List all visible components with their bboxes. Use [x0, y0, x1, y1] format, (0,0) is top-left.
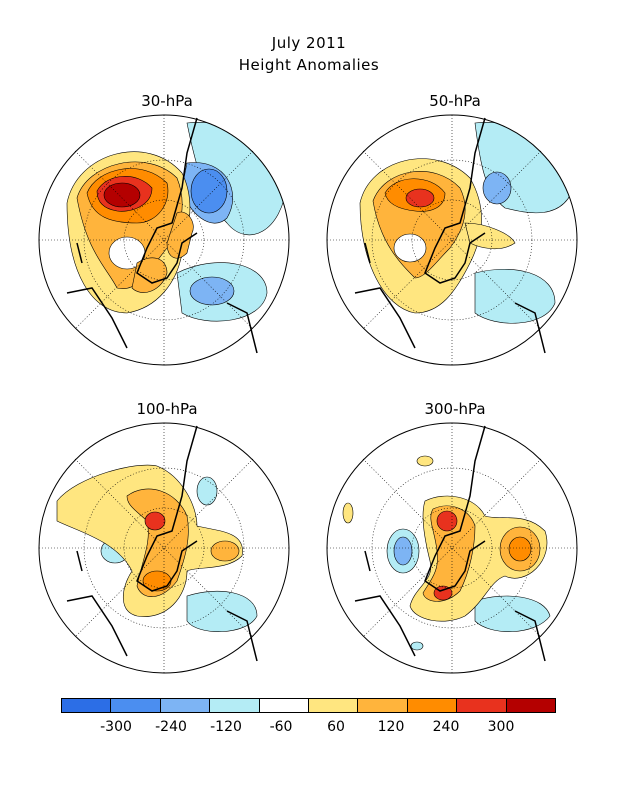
colorbar: [61, 698, 556, 713]
colorbar-segment: [407, 699, 458, 712]
colorbar-segment: [210, 699, 260, 712]
colorbar-label: -120: [210, 719, 242, 735]
map-50hpa: [326, 114, 578, 366]
figure-title-line1: July 2011: [271, 34, 347, 52]
colorbar-segment: [506, 699, 556, 712]
colorbar-label: 120: [377, 719, 405, 735]
colorbar-label: -300: [100, 719, 132, 735]
colorbar-segment: [62, 699, 112, 712]
colorbar-segment: [160, 699, 211, 712]
colorbar-segment: [111, 699, 161, 712]
panel-label-50hpa: 50-hPa: [429, 92, 481, 110]
colorbar-label: 240: [432, 719, 460, 735]
map-30hpa: [38, 114, 290, 366]
panel-label-300hpa: 300-hPa: [424, 400, 486, 418]
colorbar-segment: [309, 699, 359, 712]
figure-title-line2: Height Anomalies: [238, 56, 380, 74]
map-100hpa: [38, 422, 290, 674]
colorbar-label: -60: [269, 719, 293, 735]
colorbar-label: 60: [327, 719, 345, 735]
panel-label-30hpa: 30-hPa: [141, 92, 193, 110]
colorbar-label: -240: [155, 719, 187, 735]
colorbar-segment: [457, 699, 507, 712]
panel-label-100hpa: 100-hPa: [136, 400, 198, 418]
map-300hpa: [326, 422, 578, 674]
colorbar-segment: [259, 699, 310, 712]
colorbar-label: 300: [487, 719, 515, 735]
colorbar-segment: [358, 699, 408, 712]
